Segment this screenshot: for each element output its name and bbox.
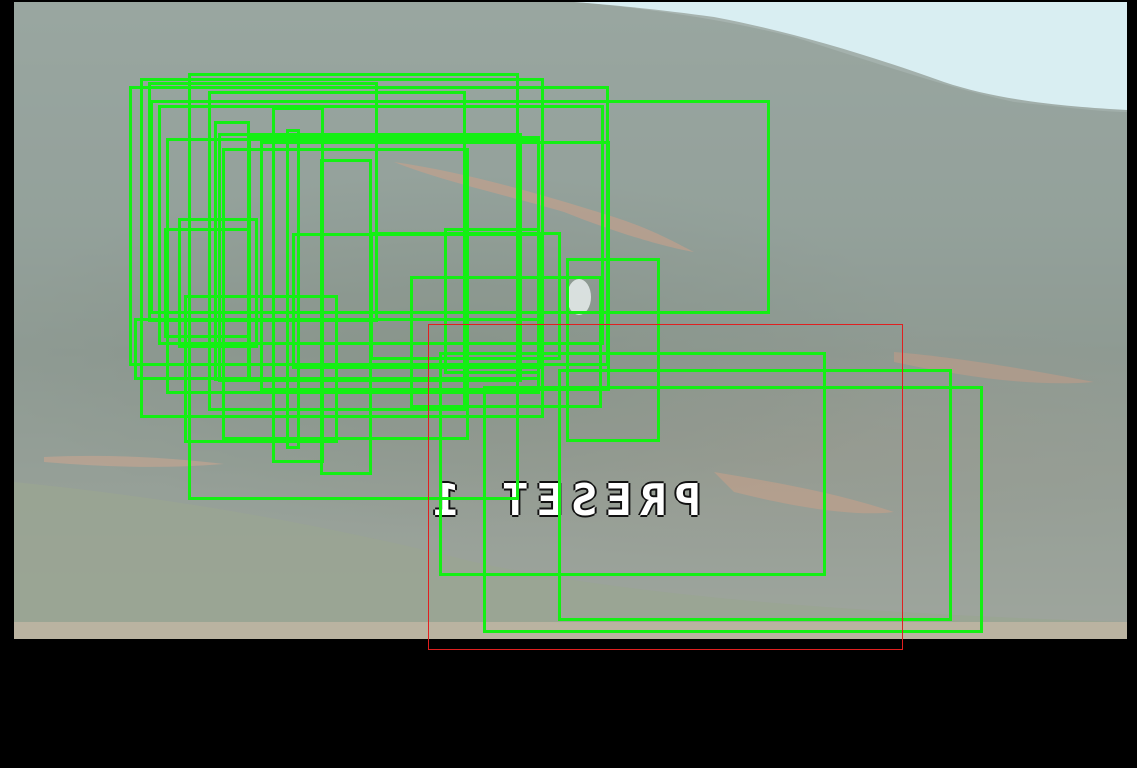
detection-box [158, 105, 604, 345]
detection-box [558, 369, 952, 621]
detection-box [286, 129, 300, 449]
detection-box [222, 148, 469, 440]
detection-box [439, 352, 826, 576]
roi-box [428, 324, 903, 650]
camera-video-feed [14, 2, 1127, 639]
detection-box [410, 276, 602, 408]
detection-box [566, 258, 660, 442]
detection-box [140, 78, 544, 418]
detection-box [150, 100, 770, 314]
hillside-scene [14, 2, 1127, 639]
detection-box [260, 141, 610, 391]
detection-box [444, 228, 540, 374]
detection-box [483, 386, 983, 633]
detection-box [188, 73, 519, 500]
detection-box [184, 295, 338, 443]
detection-box [164, 228, 250, 338]
detection-box [178, 218, 258, 348]
detection-box [370, 232, 561, 360]
